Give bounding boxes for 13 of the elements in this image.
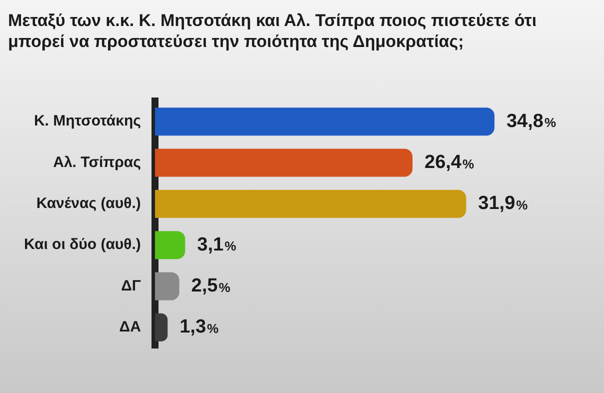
data-label: 31,9% — [478, 193, 528, 214]
y-tick-label: Και οι δύο (αυθ.) — [24, 236, 141, 254]
data-label: 34,8% — [506, 110, 556, 132]
data-label: 26,4% — [424, 152, 474, 173]
data-label: 1,3% — [180, 316, 220, 338]
data-label: 2,5% — [191, 275, 231, 296]
chart-title: Μεταξύ των κ.κ. Κ. Μητσοτάκη και Αλ. Τσίπρα ποιος πιστεύετε ότι μπορεί να προστατεύσει την ποιότητα της Δημοκρατίας; — [8, 10, 538, 52]
y-tick-label: ΔΓ — [121, 277, 141, 294]
y-tick-label: Κανένας (αυθ.) — [36, 195, 141, 212]
data-label: 3,1% — [197, 234, 237, 256]
y-tick-label: Κ. Μητσοτάκης — [34, 112, 142, 130]
y-tick-label: ΔΑ — [119, 318, 142, 336]
y-tick-label: Αλ. Τσίπρας — [53, 154, 142, 171]
